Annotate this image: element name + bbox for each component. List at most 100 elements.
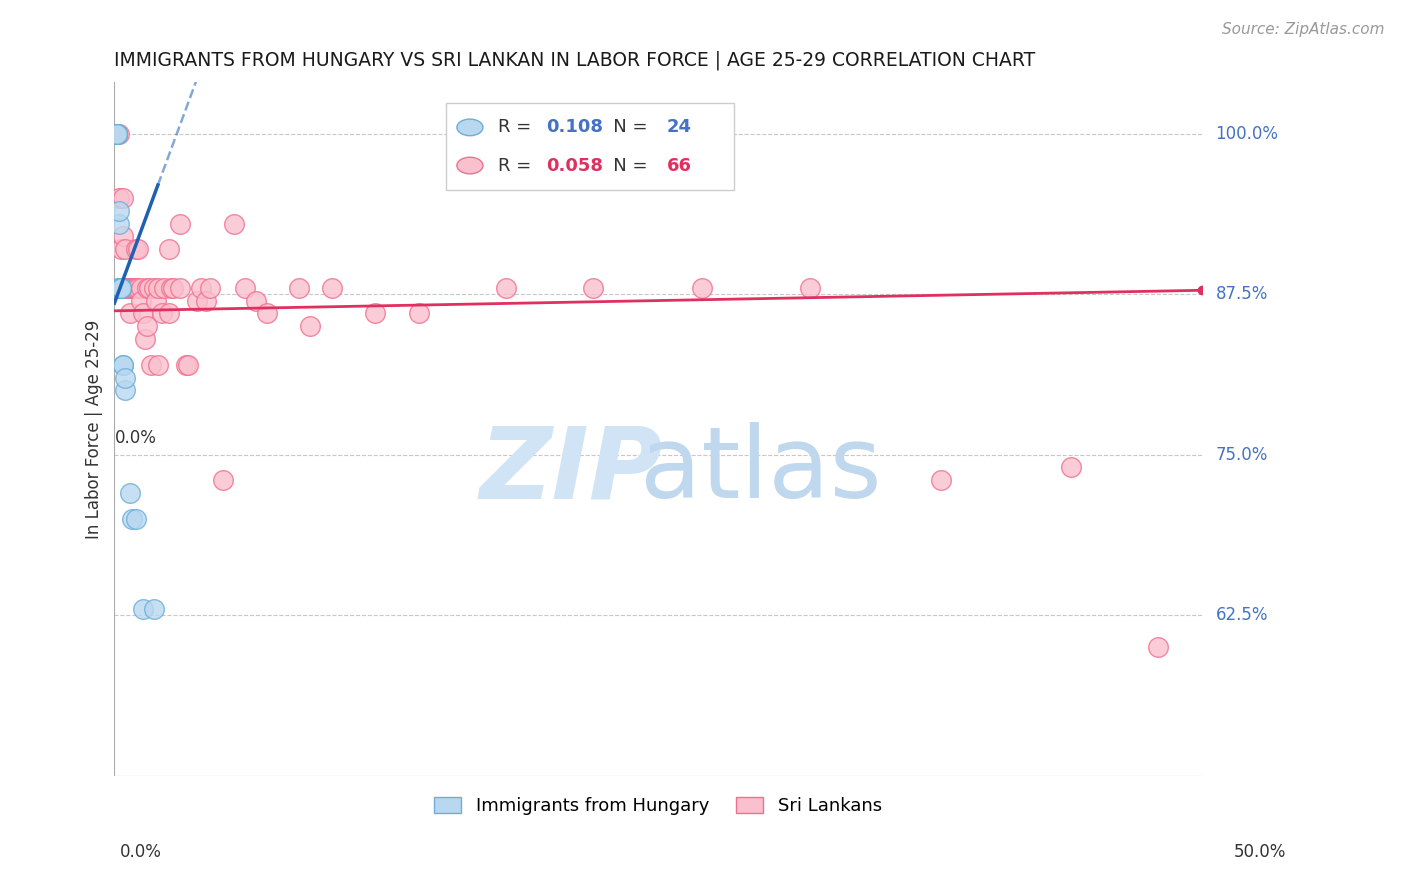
Point xyxy=(127,281,149,295)
Text: 87.5%: 87.5% xyxy=(1216,285,1268,303)
Point xyxy=(582,281,605,295)
Point xyxy=(169,281,191,295)
Point xyxy=(107,281,129,295)
Point xyxy=(112,281,135,295)
Point xyxy=(110,281,132,295)
Point xyxy=(117,281,139,295)
Text: 100.0%: 100.0% xyxy=(1216,125,1278,143)
Text: R =: R = xyxy=(498,156,537,175)
Text: Source: ZipAtlas.com: Source: ZipAtlas.com xyxy=(1222,22,1385,37)
Text: 66: 66 xyxy=(666,156,692,175)
Point xyxy=(122,281,145,295)
Point xyxy=(929,473,952,487)
Text: IMMIGRANTS FROM HUNGARY VS SRI LANKAN IN LABOR FORCE | AGE 25-29 CORRELATION CHA: IMMIGRANTS FROM HUNGARY VS SRI LANKAN IN… xyxy=(114,51,1036,70)
Point xyxy=(129,293,152,308)
Point xyxy=(364,306,387,320)
Text: 62.5%: 62.5% xyxy=(1216,606,1268,624)
Text: 0.0%: 0.0% xyxy=(120,843,162,861)
Text: 50.0%: 50.0% xyxy=(1234,843,1286,861)
Point xyxy=(114,370,136,384)
Point xyxy=(112,229,135,244)
Text: R =: R = xyxy=(498,119,537,136)
Point xyxy=(157,242,180,256)
Point xyxy=(299,319,322,334)
Point xyxy=(146,281,169,295)
Point xyxy=(162,281,184,295)
Point xyxy=(190,281,212,295)
FancyBboxPatch shape xyxy=(446,103,734,190)
Y-axis label: In Labor Force | Age 25-29: In Labor Force | Age 25-29 xyxy=(86,319,103,539)
Point xyxy=(105,127,128,141)
Circle shape xyxy=(457,120,484,136)
Point xyxy=(321,281,343,295)
Point xyxy=(122,281,145,295)
Point xyxy=(194,293,217,308)
Point xyxy=(112,358,135,372)
Text: 75.0%: 75.0% xyxy=(1216,446,1268,464)
Point xyxy=(146,358,169,372)
Point xyxy=(690,281,713,295)
Point xyxy=(157,306,180,320)
Point xyxy=(114,281,136,295)
Point xyxy=(125,512,148,526)
Point xyxy=(105,127,128,141)
Point xyxy=(131,601,153,615)
Text: ZIP: ZIP xyxy=(479,422,662,519)
Point xyxy=(121,281,143,295)
Point xyxy=(105,127,128,141)
Point xyxy=(117,281,139,295)
Point xyxy=(107,127,129,141)
Point xyxy=(160,281,183,295)
Point xyxy=(107,191,129,205)
Point xyxy=(125,281,148,295)
Point xyxy=(131,306,153,320)
Point xyxy=(142,601,165,615)
Text: 0.108: 0.108 xyxy=(546,119,603,136)
Point xyxy=(105,127,128,141)
Point xyxy=(110,281,132,295)
Point xyxy=(105,127,128,141)
Point xyxy=(105,127,128,141)
Point xyxy=(136,319,159,334)
Legend: Immigrants from Hungary, Sri Lankans: Immigrants from Hungary, Sri Lankans xyxy=(434,797,882,815)
Point xyxy=(256,306,278,320)
Text: atlas: atlas xyxy=(641,422,882,519)
Point xyxy=(107,281,129,295)
Point xyxy=(121,281,143,295)
Point xyxy=(150,306,173,320)
Point xyxy=(121,512,143,526)
Point xyxy=(186,293,208,308)
Point xyxy=(212,473,235,487)
Point xyxy=(142,281,165,295)
Point xyxy=(138,281,160,295)
Point xyxy=(107,203,129,218)
Text: 0.0%: 0.0% xyxy=(114,429,156,447)
Point xyxy=(110,242,132,256)
Point xyxy=(114,384,136,398)
Point xyxy=(134,332,156,346)
Point xyxy=(136,281,159,295)
Point xyxy=(198,281,221,295)
Point xyxy=(127,242,149,256)
Point xyxy=(107,217,129,231)
Point xyxy=(288,281,311,295)
Point xyxy=(112,358,135,372)
Point xyxy=(222,217,245,231)
Point xyxy=(114,242,136,256)
Circle shape xyxy=(457,157,484,174)
Point xyxy=(110,281,132,295)
Point xyxy=(112,191,135,205)
Point xyxy=(799,281,821,295)
Point xyxy=(169,217,191,231)
Point xyxy=(117,281,139,295)
Text: N =: N = xyxy=(596,156,654,175)
Point xyxy=(141,358,163,372)
Point xyxy=(245,293,267,308)
Point xyxy=(177,358,200,372)
Point xyxy=(121,281,143,295)
Point xyxy=(129,281,152,295)
Point xyxy=(1060,460,1083,475)
Text: 24: 24 xyxy=(666,119,692,136)
Point xyxy=(110,281,132,295)
Text: N =: N = xyxy=(596,119,654,136)
